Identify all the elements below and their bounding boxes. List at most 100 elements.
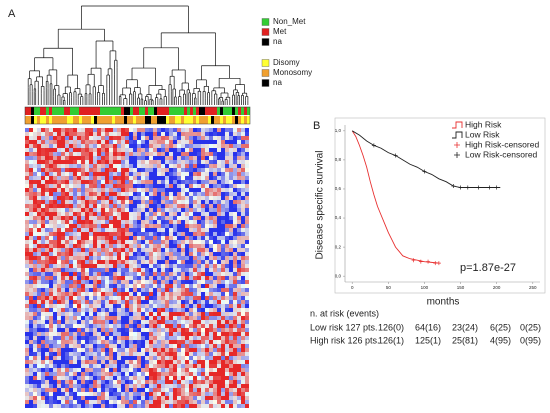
heatmap-cell bbox=[209, 260, 213, 264]
heatmap-cell bbox=[93, 352, 97, 356]
heatmap-cell bbox=[141, 236, 145, 240]
heatmap-cell bbox=[81, 176, 85, 180]
heatmap-cell bbox=[89, 336, 93, 340]
heatmap-cell bbox=[229, 336, 233, 340]
heatmap-cell bbox=[101, 288, 105, 292]
heatmap-cell bbox=[141, 348, 145, 352]
heatmap-cell bbox=[69, 388, 73, 392]
annotation-cell bbox=[112, 107, 115, 115]
heatmap-cell bbox=[229, 372, 233, 376]
heatmap-cell bbox=[141, 212, 145, 216]
heatmap-cell bbox=[81, 388, 85, 392]
heatmap-cell bbox=[41, 404, 45, 408]
heatmap-cell bbox=[85, 324, 89, 328]
heatmap-cell bbox=[105, 312, 109, 316]
annotation-cell bbox=[247, 116, 250, 124]
heatmap-cell bbox=[229, 292, 233, 296]
heatmap-cell bbox=[201, 264, 205, 268]
heatmap-cell bbox=[181, 384, 185, 388]
heatmap-cell bbox=[209, 224, 213, 228]
heatmap-cell bbox=[153, 288, 157, 292]
heatmap-cell bbox=[225, 160, 229, 164]
heatmap-cell bbox=[197, 152, 201, 156]
heatmap-cell bbox=[29, 212, 33, 216]
heatmap-cell bbox=[145, 400, 149, 404]
heatmap-cell bbox=[245, 352, 249, 356]
annotation-cell bbox=[223, 116, 226, 124]
heatmap-cell bbox=[65, 336, 69, 340]
heatmap-cell bbox=[33, 376, 37, 380]
heatmap-cell bbox=[117, 208, 121, 212]
heatmap-cell bbox=[89, 360, 93, 364]
heatmap-cell bbox=[57, 168, 61, 172]
heatmap-cell bbox=[241, 340, 245, 344]
heatmap-cell bbox=[57, 352, 61, 356]
heatmap-cell bbox=[25, 376, 29, 380]
annotation-cell bbox=[31, 107, 34, 115]
heatmap-cell bbox=[157, 300, 161, 304]
heatmap-cell bbox=[65, 360, 69, 364]
heatmap-cell bbox=[177, 312, 181, 316]
heatmap-cell bbox=[125, 360, 129, 364]
heatmap-cell bbox=[157, 252, 161, 256]
heatmap-cell bbox=[65, 160, 69, 164]
heatmap-cell bbox=[229, 332, 233, 336]
heatmap-cell bbox=[125, 336, 129, 340]
heatmap-cell bbox=[49, 344, 53, 348]
heatmap-cell bbox=[93, 264, 97, 268]
heatmap-cell bbox=[121, 236, 125, 240]
x-tick-label: 0 bbox=[351, 285, 354, 290]
heatmap-cell bbox=[181, 192, 185, 196]
heatmap-cell bbox=[109, 192, 113, 196]
heatmap-cell bbox=[97, 296, 101, 300]
heatmap-cell bbox=[229, 320, 233, 324]
heatmap-cell bbox=[217, 164, 221, 168]
heatmap-cell bbox=[189, 344, 193, 348]
legend-symbol bbox=[454, 142, 460, 148]
heatmap-cell bbox=[145, 168, 149, 172]
heatmap-cell bbox=[225, 232, 229, 236]
heatmap-cell bbox=[217, 316, 221, 320]
heatmap-cell bbox=[213, 164, 217, 168]
heatmap-cell bbox=[49, 352, 53, 356]
heatmap-cell bbox=[85, 140, 89, 144]
heatmap-cell bbox=[193, 368, 197, 372]
heatmap-cell bbox=[33, 364, 37, 368]
heatmap-cell bbox=[105, 232, 109, 236]
heatmap-cell bbox=[125, 292, 129, 296]
heatmap-cell bbox=[69, 176, 73, 180]
heatmap-cell bbox=[165, 312, 169, 316]
heatmap-cell bbox=[237, 188, 241, 192]
heatmap-cell bbox=[105, 188, 109, 192]
heatmap-cell bbox=[137, 272, 141, 276]
heatmap-cell bbox=[69, 144, 73, 148]
heatmap-cell bbox=[45, 272, 49, 276]
heatmap-cell bbox=[129, 128, 133, 132]
heatmap-cell bbox=[181, 388, 185, 392]
heatmap-cell bbox=[73, 308, 77, 312]
heatmap-cell bbox=[133, 148, 137, 152]
heatmap-cell bbox=[65, 400, 69, 404]
heatmap-cell bbox=[89, 292, 93, 296]
heatmap-cell bbox=[157, 164, 161, 168]
heatmap-cell bbox=[129, 176, 133, 180]
heatmap-cell bbox=[121, 256, 125, 260]
heatmap-cell bbox=[197, 284, 201, 288]
annotation-cell bbox=[61, 116, 64, 124]
heatmap-cell bbox=[49, 308, 53, 312]
heatmap-cell bbox=[209, 280, 213, 284]
heatmap-cell bbox=[241, 348, 245, 352]
heatmap-cell bbox=[245, 328, 249, 332]
heatmap-cell bbox=[53, 260, 57, 264]
heatmap-cell bbox=[117, 216, 121, 220]
heatmap-cell bbox=[113, 332, 117, 336]
heatmap-cell bbox=[25, 172, 29, 176]
heatmap-cell bbox=[149, 284, 153, 288]
heatmap-cell bbox=[237, 148, 241, 152]
heatmap-cell bbox=[129, 256, 133, 260]
heatmap-cell bbox=[137, 232, 141, 236]
heatmap-cell bbox=[53, 320, 57, 324]
heatmap-cell bbox=[45, 348, 49, 352]
heatmap-cell bbox=[197, 140, 201, 144]
heatmap-cell bbox=[69, 132, 73, 136]
